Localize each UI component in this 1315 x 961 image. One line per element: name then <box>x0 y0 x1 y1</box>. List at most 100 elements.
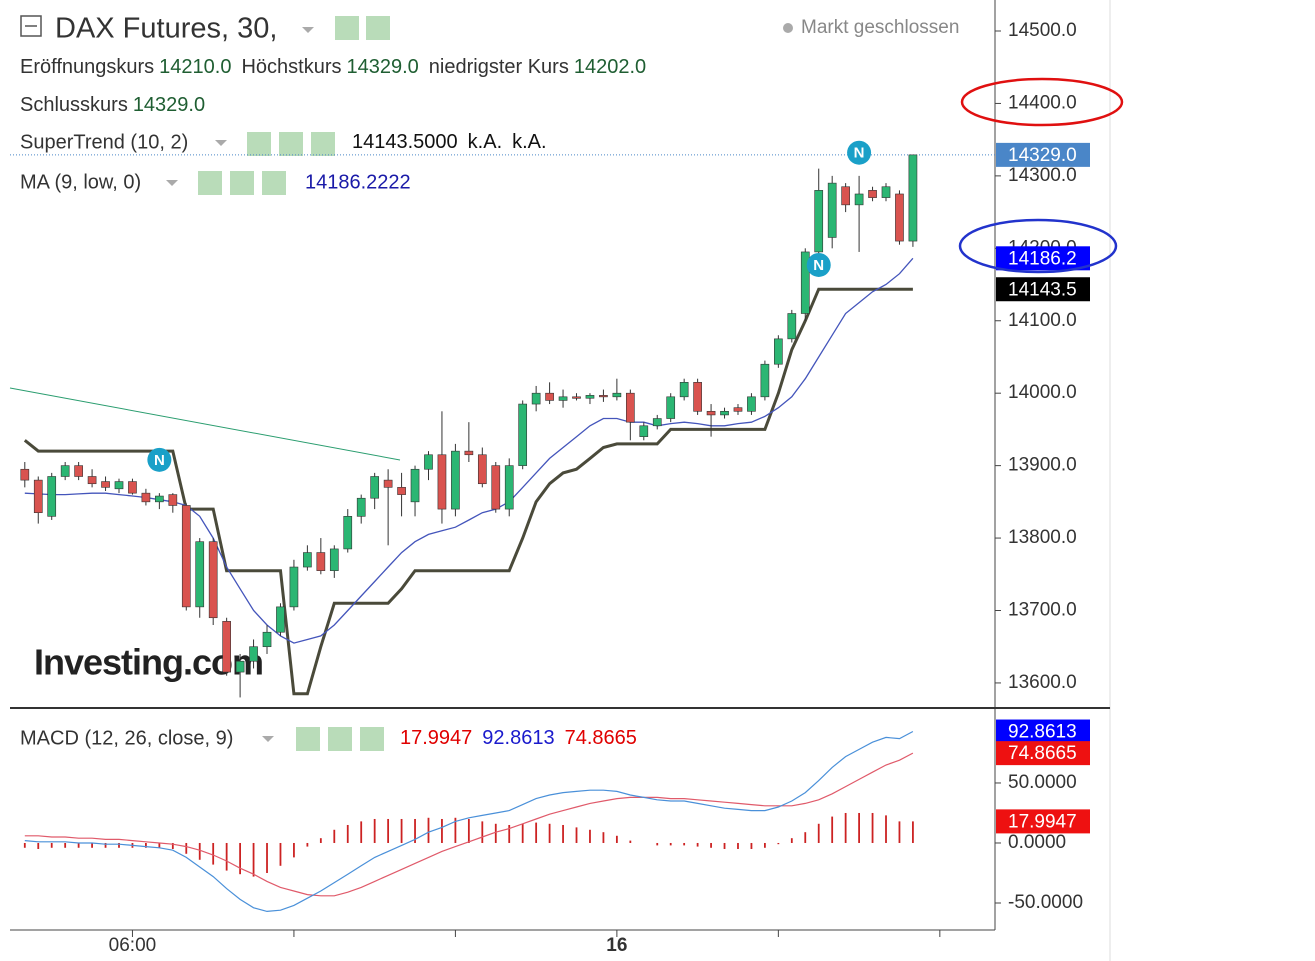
candle-body <box>625 392 635 423</box>
candle-body <box>141 492 151 503</box>
candle-body <box>585 395 595 399</box>
candle-body <box>841 186 850 206</box>
visibility-icon[interactable] <box>335 16 359 40</box>
readout-value: 14143.5000 <box>352 131 458 153</box>
candle-body <box>74 465 83 477</box>
candle-body <box>774 338 783 365</box>
visibility-icon[interactable] <box>296 727 320 751</box>
remove-icon[interactable] <box>262 171 286 195</box>
dropdown-caret[interactable] <box>166 180 178 186</box>
candle-body <box>747 396 756 412</box>
ohlc-line: Eröffnungskurs 14210.0 Höchstkurs 14329.0 ni… <box>20 56 646 78</box>
candle-body <box>558 396 568 401</box>
readout-value: 17.9947 <box>400 727 472 749</box>
y-tick-label: 14300.0 <box>1008 165 1077 186</box>
ohlc-label: Höchstkurs <box>241 56 341 78</box>
candle-body <box>276 606 285 633</box>
indicator-name: MA (9, low, 0) <box>20 171 141 193</box>
collapse-button[interactable] <box>20 15 42 37</box>
visibility-icon[interactable] <box>198 171 222 195</box>
ohlc-value: 14202.0 <box>574 56 646 78</box>
dropdown-caret[interactable] <box>302 27 314 33</box>
candle-body <box>47 476 57 517</box>
signal-line <box>24 752 914 897</box>
macd-line <box>24 730 914 913</box>
candle-body <box>329 548 339 571</box>
readout-value: 92.8613 <box>482 727 554 749</box>
y-tick-label: 14000.0 <box>1008 382 1077 403</box>
candle-body <box>814 190 824 253</box>
signal-marker-label: N <box>813 257 824 274</box>
candle-body <box>249 646 258 662</box>
dropdown-caret[interactable] <box>262 736 274 742</box>
signal-marker <box>847 140 872 165</box>
candle-body <box>101 481 110 488</box>
ohlc-value: 14329.0 <box>133 94 205 116</box>
ohlc-value: 14210.0 <box>159 56 231 78</box>
candle-body <box>87 476 97 485</box>
visibility-icon[interactable] <box>247 132 271 156</box>
remove-icon[interactable] <box>311 132 335 156</box>
ohlc-label: niedrigster Kurs <box>429 56 569 78</box>
candle-body <box>572 396 581 399</box>
y-tick-label: 13700.0 <box>1008 600 1077 621</box>
market-status: Markt geschlossen <box>801 17 959 38</box>
y-tick-label: 14100.0 <box>1008 310 1077 331</box>
signal-marker-label: N <box>154 452 165 469</box>
indicator-name: MACD (12, 26, close, 9) <box>20 727 233 749</box>
y-tick-label: -50.0000 <box>1008 892 1083 913</box>
candle-body <box>114 481 124 490</box>
y-tick-label: 14400.0 <box>1008 92 1077 113</box>
readout-value: k.A. <box>512 131 546 153</box>
indicator-readout: 14186.2222 <box>305 171 411 193</box>
y-tick-label: 0.0000 <box>1008 832 1066 853</box>
candle-body <box>760 363 770 398</box>
price-badge-label: 14143.5 <box>1008 279 1077 300</box>
highlight-ellipse <box>958 218 1118 274</box>
candle-body <box>235 660 245 673</box>
indicator-name: SuperTrend (10, 2) <box>20 131 188 153</box>
dropdown-caret[interactable] <box>215 140 227 146</box>
y-tick-label: 13900.0 <box>1008 455 1077 476</box>
trend-line <box>9 387 401 461</box>
y-tick-label: 50.0000 <box>1008 772 1077 793</box>
candle-body <box>60 465 70 477</box>
candle-body <box>451 450 460 510</box>
candle-body <box>827 182 837 238</box>
candle-body <box>679 382 689 398</box>
candle-body <box>666 396 676 419</box>
candle-body <box>800 251 810 314</box>
settings-icon[interactable] <box>328 727 352 751</box>
candle-body <box>262 631 272 648</box>
candle-body <box>868 190 877 198</box>
ohlc-line: Schlusskurs 14329.0 <box>20 94 205 116</box>
settings-icon[interactable] <box>366 16 390 40</box>
settings-icon[interactable] <box>230 171 254 195</box>
candle-body <box>652 418 662 427</box>
candle-body <box>383 479 393 488</box>
signal-marker <box>806 252 831 277</box>
price-badge <box>996 809 1090 834</box>
candle-body <box>181 505 191 608</box>
candle-body <box>908 154 918 242</box>
candle-body <box>397 487 406 495</box>
readout-value: k.A. <box>468 131 502 153</box>
y-tick-label: 14500.0 <box>1008 20 1077 41</box>
ohlc-label: Schlusskurs <box>20 94 128 116</box>
x-tick-label: 06:00 <box>109 935 157 956</box>
ohlc-label: Eröffnungskurs <box>20 56 154 78</box>
candle-body <box>155 495 164 503</box>
instrument-title: DAX Futures, 30, <box>55 13 277 45</box>
remove-icon[interactable] <box>360 727 384 751</box>
x-tick-label: 16 <box>606 935 627 956</box>
readout-value: 74.8665 <box>565 727 637 749</box>
candle-body <box>370 476 380 499</box>
price-badge-label: 74.8665 <box>1008 743 1077 764</box>
candle-body <box>491 465 501 510</box>
settings-icon[interactable] <box>279 132 303 156</box>
price-badge-label: 92.8613 <box>1008 722 1077 743</box>
indicator-readout: 17.9947 92.8613 74.8665 <box>400 727 637 749</box>
candle-body <box>343 516 353 550</box>
